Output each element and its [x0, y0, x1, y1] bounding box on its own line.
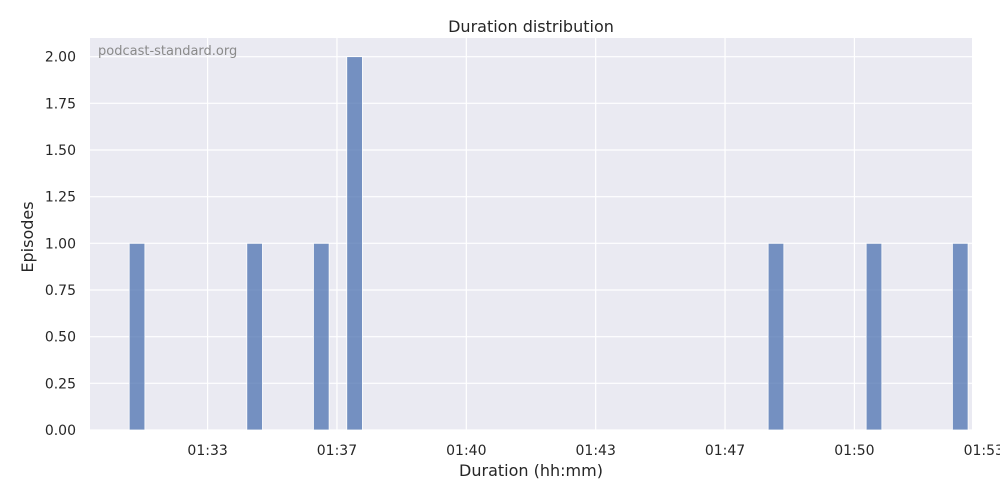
- x-tick-label: 01:40: [446, 443, 486, 459]
- watermark: podcast-standard.org: [98, 44, 237, 59]
- y-tick-label: 1.00: [45, 236, 76, 252]
- histogram-bar: [346, 56, 363, 431]
- y-tick-label: 1.25: [45, 190, 76, 206]
- y-tick-label: 2.00: [45, 50, 76, 66]
- x-tick-label: 01:33: [187, 443, 227, 459]
- histogram-bar: [128, 242, 146, 431]
- x-axis-label: Duration (hh:mm): [459, 461, 603, 480]
- plot-area: [90, 38, 972, 430]
- y-axis-label: Episodes: [18, 201, 37, 272]
- histogram-bar: [313, 242, 330, 431]
- histogram-bar: [767, 242, 785, 431]
- histogram-bar: [865, 242, 883, 431]
- x-tick-label: 01:43: [576, 443, 616, 459]
- y-tick-label: 1.75: [45, 96, 76, 112]
- bars: [128, 56, 969, 431]
- y-tick-label: 0.50: [45, 330, 76, 346]
- x-tick-label: 01:47: [705, 443, 745, 459]
- y-tick-label: 0.75: [45, 283, 76, 299]
- tick-labels: 0.00 0.25 0.50 0.75 1.00 1.25 1.50 1.75 2.00 01:3…: [45, 50, 1000, 459]
- histogram-bar: [952, 242, 969, 431]
- x-tick-label: 01:37: [317, 443, 357, 459]
- y-tick-label: 1.50: [45, 143, 76, 159]
- y-tick-label: 0.00: [45, 423, 76, 439]
- grid-lines: [90, 38, 985, 431]
- y-tick-label: 0.25: [45, 376, 76, 392]
- histogram-bar: [246, 242, 263, 431]
- chart-title: Duration distribution: [448, 17, 614, 36]
- x-tick-label: 01:53: [964, 443, 1000, 459]
- x-tick-label: 01:50: [834, 443, 874, 459]
